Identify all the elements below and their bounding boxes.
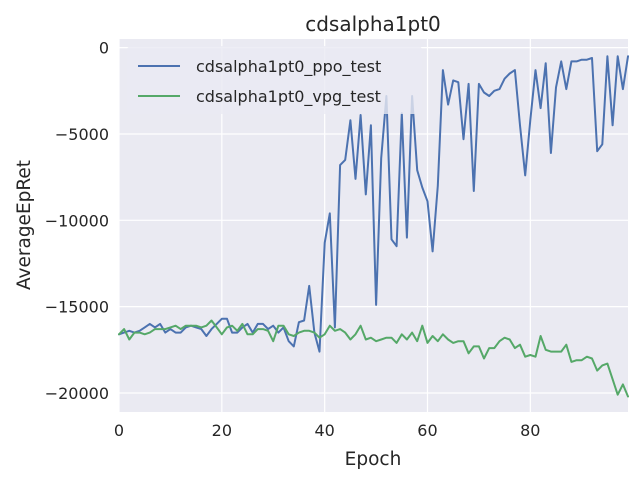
series-line-vpg bbox=[118, 319, 629, 398]
x-tick-label: 0 bbox=[114, 421, 124, 440]
series-layer bbox=[118, 55, 629, 398]
y-tick-label: 0 bbox=[99, 39, 109, 58]
x-tick-label: 80 bbox=[520, 421, 540, 440]
x-tick-label: 40 bbox=[314, 421, 334, 440]
y-tick-label: −20000 bbox=[45, 384, 109, 403]
legend-label-ppo: cdsalpha1pt0_ppo_test bbox=[196, 57, 381, 77]
x-tick-labels: 0 20 40 60 80 bbox=[114, 421, 541, 440]
chart-title: cdsalpha1pt0 bbox=[305, 12, 441, 36]
y-axis-label: AverageEpRet bbox=[14, 160, 35, 290]
legend-label-vpg: cdsalpha1pt0_vpg_test bbox=[196, 87, 381, 107]
y-tick-label: −15000 bbox=[45, 298, 109, 317]
y-tick-label: −10000 bbox=[45, 211, 109, 230]
x-tick-label: 20 bbox=[212, 421, 232, 440]
y-tick-label: −5000 bbox=[55, 125, 109, 144]
series-line-ppo bbox=[118, 55, 629, 353]
x-tick-label: 60 bbox=[417, 421, 437, 440]
y-tick-labels: 0 −5000 −10000 −15000 −20000 bbox=[45, 39, 109, 403]
x-axis-label: Epoch bbox=[345, 449, 402, 470]
legend-box bbox=[127, 46, 422, 114]
legend: cdsalpha1pt0_ppo_test cdsalpha1pt0_vpg_t… bbox=[127, 46, 422, 114]
